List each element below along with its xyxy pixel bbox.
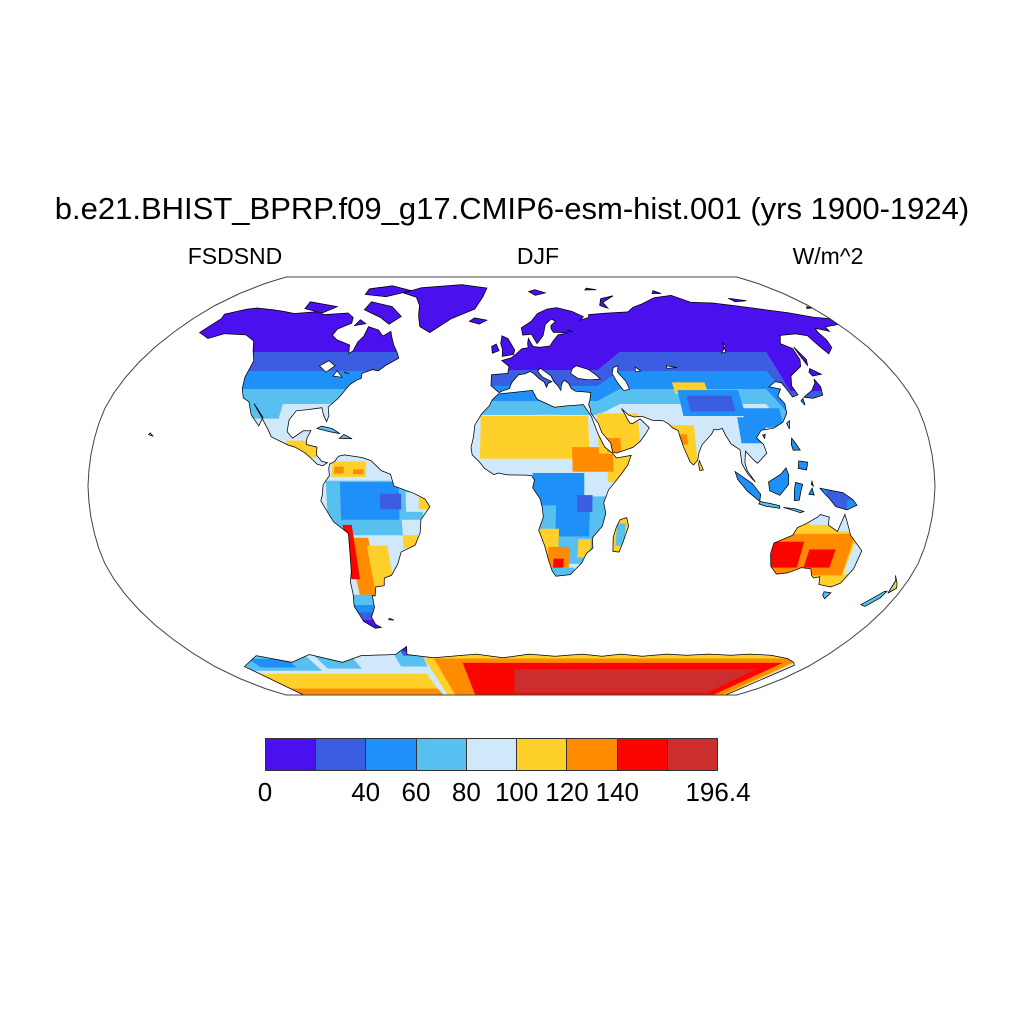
colorbar-tick-label: 0 — [257, 777, 273, 807]
colorbar-cell-3 — [416, 739, 467, 770]
colorbar-tick-label: 120 — [545, 777, 589, 807]
colorbar-tick-label: 100 — [494, 777, 539, 807]
colorbar-cell-6 — [567, 739, 618, 770]
colorbar-tick-label: 80 — [451, 777, 481, 807]
coastlines — [147, 284, 898, 696]
colorbar-tick-row: 0 40 60 80 100 120 140 196.4 — [0, 777, 1024, 811]
colorbar — [265, 738, 718, 771]
units-label: W/m^2 — [792, 243, 864, 269]
colorbar-cell-5 — [517, 739, 568, 770]
projection-outline — [87, 276, 936, 696]
lakes-and-seas — [318, 329, 727, 391]
colorbar-tick-label: 40 — [351, 777, 381, 807]
plot-title: b.e21.BHIST_BPRP.f09_g17.CMIP6-esm-hist.… — [54, 191, 970, 226]
colorbar-cell-1 — [316, 739, 367, 770]
colorbar-tick-label: 196.4 — [685, 777, 751, 807]
colorbar-tick-label: 60 — [401, 777, 431, 807]
variable-label: FSDSND — [187, 243, 283, 269]
colorbar-cell-4 — [466, 739, 518, 770]
colorbar-cell-0 — [266, 739, 317, 770]
colorbar-cell-7 — [617, 739, 668, 770]
colorbar-cell-8 — [667, 739, 717, 770]
colorbar-tick-label: 140 — [595, 777, 640, 807]
colorbar-cell-2 — [366, 739, 417, 770]
season-label: DJF — [516, 243, 560, 269]
